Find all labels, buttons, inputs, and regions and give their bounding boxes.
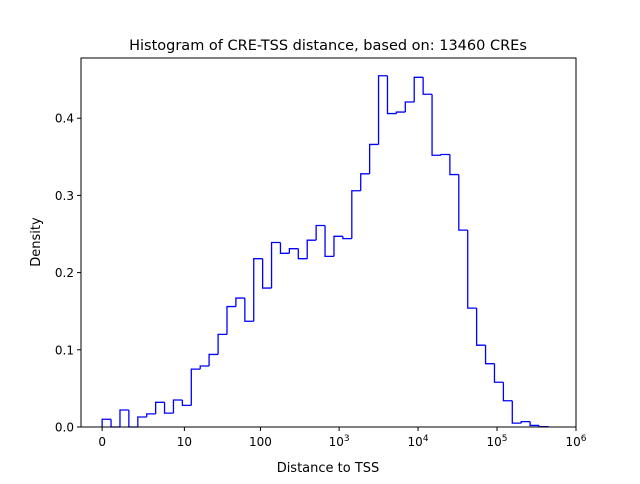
x-axis-ticks: 0 10 100 103 104 105 106 [98, 427, 587, 449]
histogram-bin [190, 368, 201, 406]
histogram-bin [333, 235, 343, 257]
histogram-bin [261, 258, 272, 289]
histogram-bin [155, 401, 165, 414]
x-tick-label: 104 [408, 434, 429, 449]
y-tick-label: 0.3 [55, 189, 74, 203]
histogram-bin [146, 413, 156, 417]
histogram-bin [324, 225, 334, 258]
histogram-bins [101, 75, 549, 428]
y-axis-ticks: 0.0 0.1 0.2 0.3 0.4 [55, 112, 81, 435]
histogram-bin [351, 190, 361, 239]
x-tick-label: 105 [487, 434, 508, 449]
histogram-bin [458, 174, 468, 231]
histogram-bin [208, 353, 219, 367]
histogram-bin [288, 248, 299, 254]
histogram-bin [511, 400, 522, 424]
histogram-bin [395, 111, 406, 114]
histogram-bin [163, 402, 174, 414]
histogram-bin [279, 242, 290, 254]
x-tick-label: 100 [249, 435, 272, 449]
x-tick-label: 0 [98, 435, 106, 449]
histogram-bin [226, 305, 236, 335]
histogram-bin [368, 143, 379, 174]
histogram-bin [493, 363, 504, 383]
chart-title: Histogram of CRE-TSS distance, based on:… [129, 38, 527, 54]
histogram-bin [440, 153, 450, 156]
histogram-bin [502, 382, 513, 402]
histogram-bin [520, 420, 531, 424]
histogram-bin [119, 409, 129, 427]
histogram-bin [297, 248, 308, 260]
histogram-bin [172, 399, 183, 414]
histogram-bin [360, 173, 370, 191]
histogram-bin [475, 308, 486, 346]
histogram-bin [413, 76, 424, 103]
x-tick-label: 106 [565, 434, 586, 449]
x-tick-label: 103 [329, 434, 350, 449]
histogram-bin [386, 75, 397, 115]
histogram-bin [137, 416, 147, 427]
y-axis-label: Density [29, 217, 44, 267]
histogram-bin [404, 101, 415, 113]
y-tick-label: 0.1 [55, 343, 74, 357]
histogram-bin [342, 236, 352, 240]
histogram-bin [128, 410, 138, 428]
histogram-bin [422, 77, 433, 95]
histogram-bin [467, 230, 477, 309]
histogram-bin [377, 75, 388, 145]
histogram-bin [270, 241, 281, 289]
histogram-bin [315, 224, 326, 241]
y-tick-label: 0.0 [55, 421, 74, 435]
histogram-bin [484, 345, 495, 365]
histogram-bin [110, 419, 120, 428]
histogram-bin [244, 298, 254, 322]
histogram-bin [199, 365, 210, 370]
y-tick-label: 0.2 [55, 266, 74, 280]
histogram-bin [449, 154, 459, 176]
x-tick-label: 10 [177, 435, 192, 449]
histogram-bin [217, 333, 227, 355]
histogram-bin [101, 418, 112, 427]
y-tick-label: 0.4 [55, 112, 74, 126]
histogram-bin [181, 399, 192, 407]
histogram-bin [306, 239, 317, 259]
histogram-bin [529, 421, 540, 427]
histogram-bin [431, 94, 441, 156]
histogram-bin [235, 297, 245, 307]
axes-frame [80, 57, 577, 428]
x-axis-label: Distance to TSS [277, 461, 380, 476]
histogram-bin [253, 258, 263, 322]
